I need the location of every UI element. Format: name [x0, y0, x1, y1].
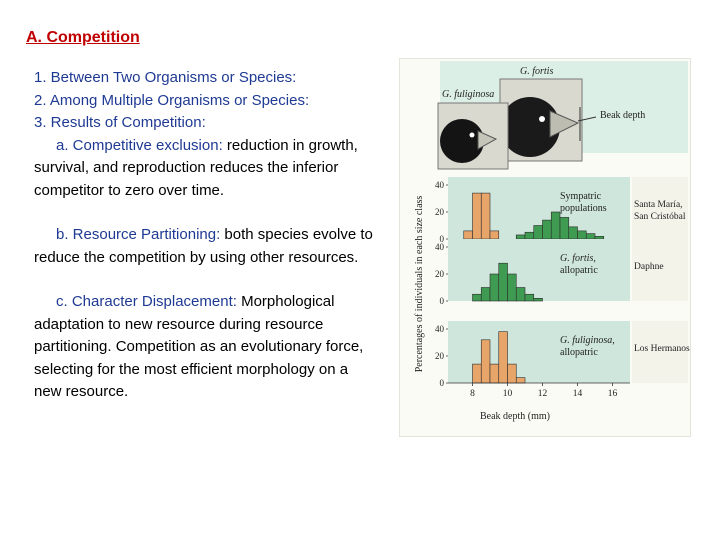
item-among-multiple: 2. Among Multiple Organisms or Species:: [34, 91, 310, 109]
x-tick-label: 14: [573, 389, 583, 399]
histogram-bar: [507, 363, 517, 384]
finch-beak-chart: G. fortis G. fuliginosa Beak depth Perce…: [414, 61, 690, 422]
location-box: [632, 239, 688, 301]
x-tick-label: 10: [503, 389, 513, 399]
text-competitive-exclusion: reduction in growth, survival, and repro…: [34, 136, 358, 199]
page-heading: A. Competition: [26, 29, 140, 46]
histogram-bar: [489, 363, 500, 384]
label-beak-depth: Beak depth: [600, 110, 645, 121]
y-tick-label: 20: [435, 269, 445, 279]
y-tick-label: 0: [440, 234, 445, 244]
histogram-bar: [489, 273, 500, 302]
y-tick-label: 0: [440, 296, 445, 306]
item-competitive-exclusion: a. Competitive exclusion: reduction in g…: [34, 135, 379, 203]
panel-label-line-2: populations: [560, 203, 607, 214]
panel-location-line-1: Los Hermanos: [634, 344, 690, 354]
histogram-bar: [542, 219, 552, 240]
location-box: [632, 321, 688, 383]
finch-beak-figure: G. fortis G. fuliginosa Beak depth Perce…: [399, 58, 691, 437]
text-resource-partitioning: both species evolve to reduce the compet…: [34, 226, 373, 266]
histogram-bar: [559, 217, 570, 240]
g-fortis-bird-illustration: [499, 78, 583, 162]
label-g-fuliginosa: G. fuliginosa: [442, 89, 494, 100]
histogram-bar: [480, 192, 491, 240]
histogram-bar: [533, 225, 543, 240]
histogram-bar: [489, 230, 500, 240]
panel-label-line-1: G. fuliginosa,: [560, 335, 615, 346]
label-g-fortis: G. fortis: [520, 66, 553, 77]
panel-location-line-2: San Cristóbal: [634, 212, 686, 222]
histogram-bar: [472, 293, 482, 302]
y-tick-label: 40: [435, 242, 445, 252]
beak-depth-pointer: [577, 116, 597, 122]
panel-label-line-1: G. fortis,: [560, 253, 596, 264]
histogram-bar: [524, 231, 535, 240]
x-axis-label: Beak depth (mm): [480, 411, 550, 422]
histogram-bar: [498, 331, 508, 384]
text-character-displacement: Morphological adaptation to new resource…: [34, 293, 364, 400]
g-fuliginosa-bird-illustration: [437, 102, 509, 170]
y-tick-label: 20: [435, 207, 445, 217]
term-competitive-exclusion: a. Competitive exclusion:: [56, 136, 223, 154]
y-tick-label: 40: [435, 324, 445, 334]
histogram-bar: [594, 236, 605, 240]
y-tick-label: 20: [435, 351, 445, 361]
histogram-bar: [515, 377, 526, 384]
panel-background: [448, 239, 630, 301]
location-box: [632, 177, 688, 239]
histogram-bar: [585, 233, 596, 240]
histogram-bar: [550, 211, 561, 240]
histogram-bar: [515, 234, 526, 240]
item-resource-partitioning: b. Resource Partitioning: both species e…: [34, 224, 379, 269]
histogram-panel-2: 40 20 0 G. fortis,allopatric Daphne: [435, 239, 688, 306]
x-tick-label: 8: [470, 389, 475, 399]
body-text: 1. Between Two Organisms or Species: 2. …: [34, 67, 379, 404]
x-tick-label: 16: [608, 389, 618, 399]
item-results: 3. Results of Competition:: [34, 114, 206, 131]
histogram-bar: [472, 363, 482, 384]
histogram-bar: [463, 230, 473, 240]
histogram-bar: [524, 293, 535, 302]
histogram-bar: [577, 230, 587, 240]
histogram-bar: [498, 262, 508, 302]
histogram-bar: [533, 298, 543, 302]
y-axis-label: Percentages of individuals in each size …: [414, 196, 425, 373]
histogram-bar: [568, 226, 578, 240]
histogram-bar: [472, 192, 482, 240]
panel-location-line-1: Daphne: [634, 262, 664, 272]
panel-label-line-2: allopatric: [560, 347, 598, 358]
histogram-bar: [480, 287, 491, 302]
histogram-panel-3: 40 20 0 G. fuliginosa,allopatric Los Hermano…: [435, 321, 690, 388]
item-between-two: 1. Between Two Organisms or Species:: [34, 69, 297, 86]
histogram-bar: [515, 287, 526, 302]
y-tick-label: 40: [435, 180, 445, 190]
x-tick-label: 12: [538, 389, 548, 399]
histogram-bar: [480, 339, 491, 384]
term-character-displacement: c. Character Displacement:: [56, 293, 237, 310]
item-character-displacement: c. Character Displacement: Morphological…: [34, 291, 379, 404]
y-tick-label: 0: [440, 378, 445, 388]
panel-location-line-1: Santa María,: [634, 200, 683, 210]
term-resource-partitioning: b. Resource Partitioning:: [56, 226, 221, 243]
panel-label-line-1: Sympatric: [560, 191, 602, 202]
panel-label-line-2: allopatric: [560, 265, 598, 276]
histogram-bar: [507, 273, 517, 302]
